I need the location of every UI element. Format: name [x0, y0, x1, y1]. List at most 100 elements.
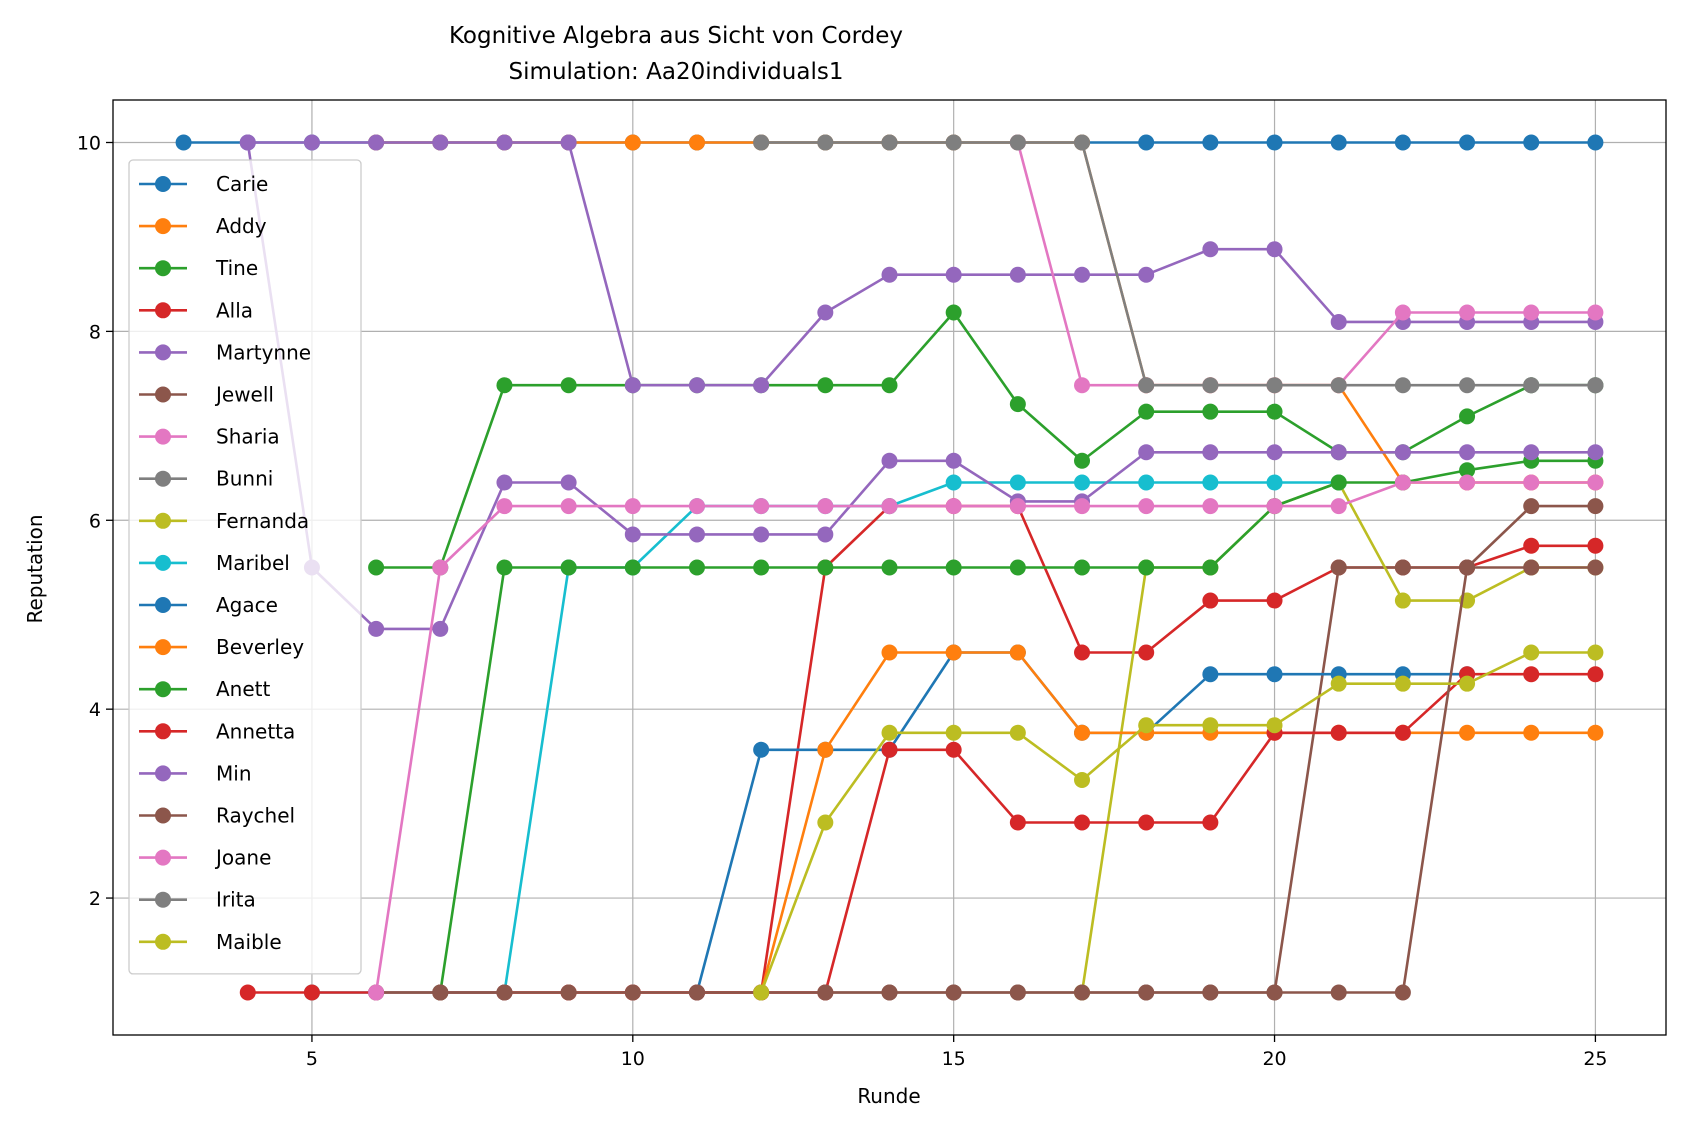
data-point-min	[945, 452, 962, 469]
data-point-joane	[1266, 498, 1283, 515]
data-point-annetta	[303, 984, 320, 1001]
data-point-anett	[1138, 559, 1155, 576]
data-point-anett	[560, 559, 577, 576]
data-point-agace	[753, 741, 770, 758]
data-point-tine	[560, 377, 577, 394]
chart-title: Kognitive Algebra aus Sicht von Cordey	[449, 23, 903, 49]
data-point-tine	[1009, 396, 1026, 413]
series-maible	[753, 644, 1604, 1001]
y-tick-label: 8	[89, 321, 101, 343]
data-point-tine	[817, 377, 834, 394]
series-joane	[368, 474, 1604, 1001]
legend-marker	[155, 218, 171, 235]
legend-label: Jewell	[214, 383, 274, 407]
data-point-anett	[1074, 559, 1091, 576]
data-point-min	[624, 526, 641, 543]
data-point-martynne	[753, 377, 770, 394]
data-point-agace	[1266, 666, 1283, 683]
data-point-min	[1138, 444, 1155, 461]
data-point-tine	[1266, 403, 1283, 420]
data-point-raychel	[1009, 984, 1026, 1001]
legend: Carie Addy Tine Alla Martynne Jewell Sharia Bun…	[128, 159, 362, 975]
data-point-min	[368, 620, 385, 637]
data-point-annetta	[1138, 814, 1155, 831]
legend-marker	[155, 428, 171, 445]
data-point-maible	[1074, 772, 1091, 788]
legend-entry: Bunni	[139, 467, 273, 491]
data-point-maible	[1394, 675, 1411, 692]
plot-frame	[112, 99, 1667, 1036]
data-point-maible	[1009, 724, 1026, 741]
data-point-martynne	[368, 134, 385, 151]
data-point-martynne	[496, 134, 513, 151]
series-line-min	[246, 142, 1596, 631]
data-point-min	[1266, 444, 1283, 461]
legend-entry: Carie	[139, 172, 268, 196]
data-point-annetta	[1009, 814, 1026, 831]
data-point-min	[753, 526, 770, 543]
data-point-annetta	[881, 741, 898, 758]
data-point-anett	[1330, 474, 1347, 491]
series-line-beverley	[759, 651, 1596, 993]
legend-label: Annetta	[216, 719, 295, 743]
chart-subtitle: Simulation: Aa20individuals1	[509, 59, 844, 85]
data-point-sharia	[1074, 377, 1091, 394]
data-point-martynne	[1009, 266, 1026, 283]
data-point-min	[560, 474, 577, 491]
data-point-tine	[1138, 403, 1155, 420]
data-point-joane	[945, 498, 962, 515]
data-point-bunni	[1202, 377, 1219, 394]
data-point-joane	[560, 498, 577, 515]
data-point-jewell	[1394, 559, 1411, 576]
legend-label: Min	[216, 761, 252, 785]
legend-entry: Fernanda	[139, 509, 309, 533]
x-axis-label: Runde	[857, 1084, 920, 1108]
data-point-carie	[1523, 134, 1540, 151]
data-point-annetta	[1523, 666, 1540, 683]
data-point-sharia	[1394, 304, 1411, 321]
data-point-beverley	[1587, 724, 1604, 741]
data-point-bunni	[1459, 377, 1476, 394]
legend-entry: Jewell	[139, 383, 274, 407]
series-martynne	[239, 134, 1604, 394]
data-point-raychel	[1074, 984, 1091, 1001]
series-min	[239, 134, 1604, 637]
data-point-raychel	[432, 984, 449, 1001]
legend-entry: Tine	[139, 256, 258, 280]
data-point-anett	[881, 559, 898, 576]
data-point-bunni	[1330, 377, 1347, 394]
data-point-annetta	[1074, 814, 1091, 831]
data-point-martynne	[560, 134, 577, 151]
series-line-martynne	[247, 141, 1596, 387]
data-point-carie	[1459, 134, 1476, 151]
data-point-maribel	[1074, 474, 1091, 491]
series-bunni	[753, 134, 1604, 394]
legend-marker	[155, 933, 171, 950]
legend-marker	[155, 554, 171, 571]
data-point-martynne	[817, 304, 834, 321]
data-point-joane	[1009, 498, 1026, 515]
data-point-martynne	[881, 266, 898, 283]
data-point-anett	[753, 559, 770, 576]
legend-entry: Anett	[139, 677, 271, 701]
data-point-martynne	[1138, 266, 1155, 283]
data-point-carie	[1330, 134, 1347, 151]
data-point-carie	[1587, 134, 1604, 151]
legend-label: Sharia	[216, 425, 280, 449]
data-point-carie	[1266, 134, 1283, 151]
data-point-maible	[1138, 717, 1155, 734]
legend-marker	[155, 807, 171, 824]
data-point-bunni	[1074, 134, 1091, 151]
legend-marker	[155, 470, 171, 487]
data-point-joane	[368, 984, 385, 1001]
data-point-maible	[1330, 675, 1347, 692]
x-tick-label: 10	[621, 1048, 645, 1070]
legend-entry: Annetta	[139, 719, 295, 743]
data-point-joane	[817, 498, 834, 515]
data-point-raychel	[881, 984, 898, 1001]
data-point-anett	[496, 559, 513, 576]
legend-label: Irita	[216, 888, 256, 912]
legend-entry: Beverley	[139, 635, 304, 659]
y-tick-label: 10	[77, 133, 101, 155]
